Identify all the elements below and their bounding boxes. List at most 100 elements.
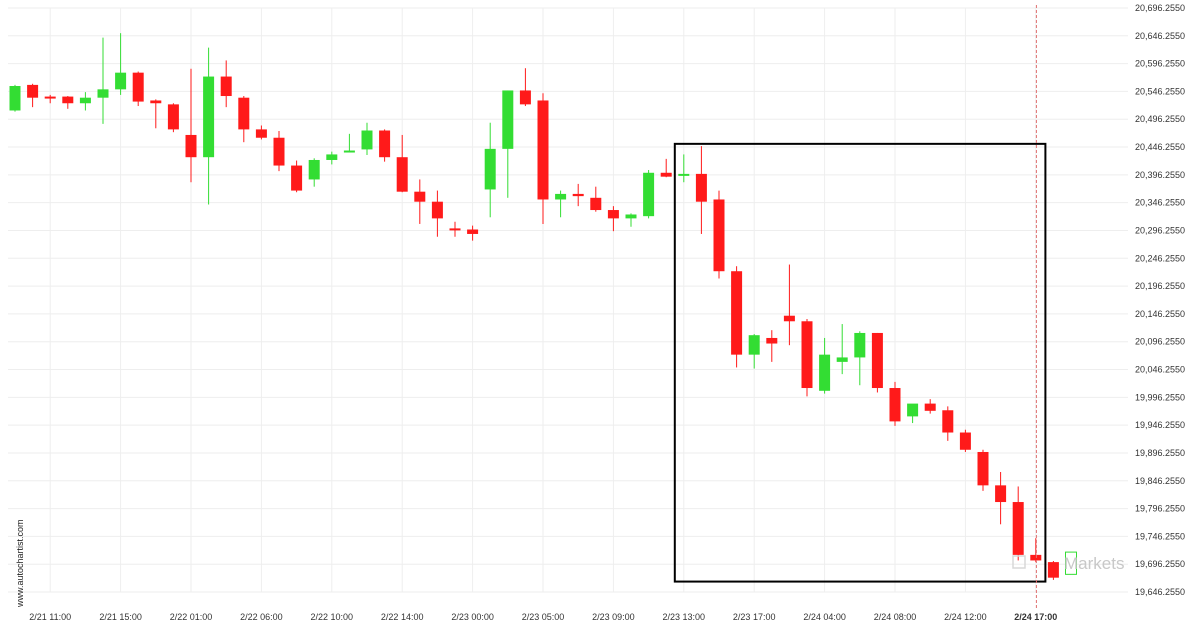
candle <box>167 103 179 133</box>
candle-body <box>343 150 355 153</box>
y-tick-label: 20,346.2550 <box>1135 198 1185 208</box>
candle <box>326 151 338 165</box>
candle <box>502 90 514 198</box>
y-tick-label: 19,896.2550 <box>1135 448 1185 458</box>
x-tick-label: 2/24 17:00 <box>1014 612 1057 622</box>
candle <box>643 169 655 219</box>
candle-body <box>537 100 549 200</box>
candle-body <box>519 90 531 105</box>
candle <box>731 266 743 368</box>
y-tick-label: 19,846.2550 <box>1135 476 1185 486</box>
candle-body <box>467 229 479 234</box>
y-tick-label: 20,196.2550 <box>1135 281 1185 291</box>
candle-body <box>801 321 813 389</box>
candle <box>871 332 883 393</box>
candle <box>484 122 496 218</box>
candle <box>889 381 901 426</box>
candle-body <box>9 86 21 111</box>
candle-body <box>924 403 936 411</box>
candle-body <box>995 485 1007 503</box>
candle-body <box>79 97 91 104</box>
candle <box>1012 486 1024 561</box>
candle-body <box>555 193 567 200</box>
x-tick-label: 2/23 05:00 <box>522 612 565 622</box>
brand-watermark: Markets <box>1012 554 1124 573</box>
y-axis: 20,696.2550 20,646.2550 20,596.2550 20,546.… <box>1135 3 1185 597</box>
y-tick-label: 19,996.2550 <box>1135 392 1185 402</box>
candle <box>115 33 127 95</box>
candle <box>713 190 725 279</box>
candle-body <box>959 432 971 450</box>
y-tick-label: 20,696.2550 <box>1135 3 1185 13</box>
candle <box>379 129 391 162</box>
candle <box>343 133 355 153</box>
y-tick-label: 20,646.2550 <box>1135 31 1185 41</box>
x-tick-label: 2/23 00:00 <box>451 612 494 622</box>
candle-body <box>854 332 866 358</box>
chart-overlays <box>673 5 1047 608</box>
pattern-highlight-box <box>673 142 1047 583</box>
candle-body <box>97 89 109 98</box>
candle-body <box>273 137 285 166</box>
x-tick-label: 2/22 06:00 <box>240 612 283 622</box>
x-tick-label: 2/23 17:00 <box>733 612 776 622</box>
y-tick-label: 20,596.2550 <box>1135 59 1185 69</box>
y-tick-label: 19,646.2550 <box>1135 587 1185 597</box>
x-tick-label: 2/22 14:00 <box>381 612 424 622</box>
x-tick-label: 2/23 09:00 <box>592 612 635 622</box>
x-tick-label: 2/21 11:00 <box>29 612 71 622</box>
candle <box>132 71 144 107</box>
candle-body <box>203 76 215 158</box>
candle-body <box>942 410 954 433</box>
candle-body <box>836 357 848 362</box>
candle <box>625 213 637 227</box>
candle-body <box>678 173 690 176</box>
x-tick-label: 2/24 04:00 <box>803 612 846 622</box>
candle-body <box>713 199 725 272</box>
candle <box>79 92 91 111</box>
brand-logo-mark <box>1012 555 1026 569</box>
y-tick-label: 20,146.2550 <box>1135 309 1185 319</box>
candle <box>291 160 303 193</box>
candle <box>748 334 760 369</box>
candle <box>449 221 461 237</box>
candle <box>396 134 408 193</box>
candle-body <box>115 72 127 90</box>
candle-body <box>484 148 496 190</box>
y-tick-label: 20,546.2550 <box>1135 86 1185 96</box>
candle-body <box>1065 551 1077 575</box>
x-axis: 2/21 11:00 2/21 15:00 2/22 01:00 2/22 06:00… <box>29 612 1057 622</box>
candle-body <box>238 97 250 130</box>
candle-body <box>889 388 901 422</box>
candle <box>924 399 936 414</box>
y-tick-label: 19,746.2550 <box>1135 531 1185 541</box>
side-watermark: www.autochartist.com <box>15 519 25 608</box>
candle-body <box>132 72 144 102</box>
candle <box>361 122 373 155</box>
candle-body <box>414 191 426 202</box>
candle-body <box>449 228 461 231</box>
candle <box>854 331 866 386</box>
candle <box>431 190 443 237</box>
candle-body <box>590 197 602 211</box>
candle <box>62 96 74 109</box>
y-tick-label: 19,946.2550 <box>1135 420 1185 430</box>
candle <box>1030 538 1042 563</box>
candle-body <box>748 335 760 355</box>
candle <box>9 84 21 112</box>
candle <box>572 183 584 207</box>
candle <box>660 158 672 178</box>
brand-watermark-text: Markets <box>1064 554 1124 573</box>
candle <box>467 225 479 241</box>
candle-body <box>783 315 795 322</box>
candle-body <box>220 76 232 97</box>
candle <box>977 449 989 491</box>
candle-body <box>1030 554 1042 561</box>
x-tick-label: 2/22 01:00 <box>170 612 213 622</box>
candle-body <box>255 129 267 138</box>
candle <box>273 131 285 172</box>
candle <box>819 337 831 394</box>
y-tick-label: 20,246.2550 <box>1135 253 1185 263</box>
candle <box>590 186 602 212</box>
